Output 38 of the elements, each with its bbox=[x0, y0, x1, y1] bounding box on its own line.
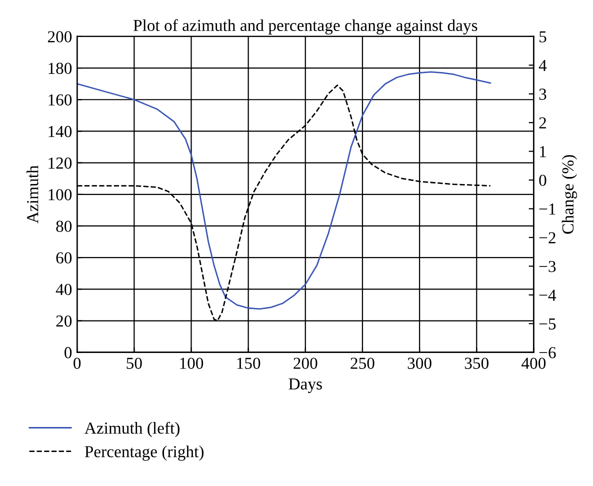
y-tick-label: 200 bbox=[48, 31, 72, 42]
y2-tick-label: −2 bbox=[539, 232, 556, 244]
y-tick-label: 60 bbox=[56, 252, 72, 264]
y2-tick-label: −1 bbox=[539, 204, 556, 215]
x-tick-label: 150 bbox=[237, 358, 260, 369]
x-tick-label: 200 bbox=[294, 358, 318, 369]
y-tick-label: 100 bbox=[48, 189, 72, 200]
y-tick-label: 0 bbox=[64, 347, 72, 358]
y-tick-label: 80 bbox=[56, 220, 72, 232]
y-tick-label: 120 bbox=[48, 158, 72, 169]
y-tick-label: 140 bbox=[48, 126, 72, 138]
y2-tick-label: 3 bbox=[539, 88, 546, 100]
legend-label: Azimuth (left) bbox=[84, 422, 180, 438]
x-tick-label: 100 bbox=[180, 358, 204, 369]
y2-tick-label: 5 bbox=[540, 31, 546, 42]
y2-axis-title: Change (%) bbox=[562, 155, 578, 234]
y-tick-label: 40 bbox=[56, 284, 72, 296]
x-axis-title: Days bbox=[288, 378, 322, 393]
y-tick-label: 20 bbox=[56, 315, 72, 327]
y2-tick-label: −3 bbox=[539, 260, 556, 272]
chart-title: Plot of azimuth and percentage change against days bbox=[133, 19, 478, 34]
x-tick-label: 300 bbox=[408, 358, 432, 369]
y2-tick-label: −4 bbox=[539, 290, 556, 301]
x-tick-label: 400 bbox=[522, 358, 546, 369]
legend-label: Percentage (right) bbox=[84, 446, 204, 461]
y2-tick-label: 4 bbox=[538, 60, 547, 71]
y2-tick-label: 0 bbox=[539, 174, 546, 186]
y2-tick-label: 2 bbox=[539, 117, 546, 128]
x-tick-label: 350 bbox=[464, 358, 488, 369]
x-tick-label: 0 bbox=[74, 358, 81, 369]
y-tick-label: 180 bbox=[48, 62, 72, 74]
x-tick-label: 250 bbox=[350, 358, 374, 369]
y2-tick-label: 1 bbox=[540, 146, 546, 158]
y-axis-title: Azimuth bbox=[26, 165, 38, 224]
y-tick-label: 160 bbox=[48, 94, 72, 106]
y2-tick-label: −5 bbox=[539, 318, 556, 330]
x-tick-label: 50 bbox=[126, 358, 142, 369]
y2-tick-label: −6 bbox=[539, 347, 556, 358]
